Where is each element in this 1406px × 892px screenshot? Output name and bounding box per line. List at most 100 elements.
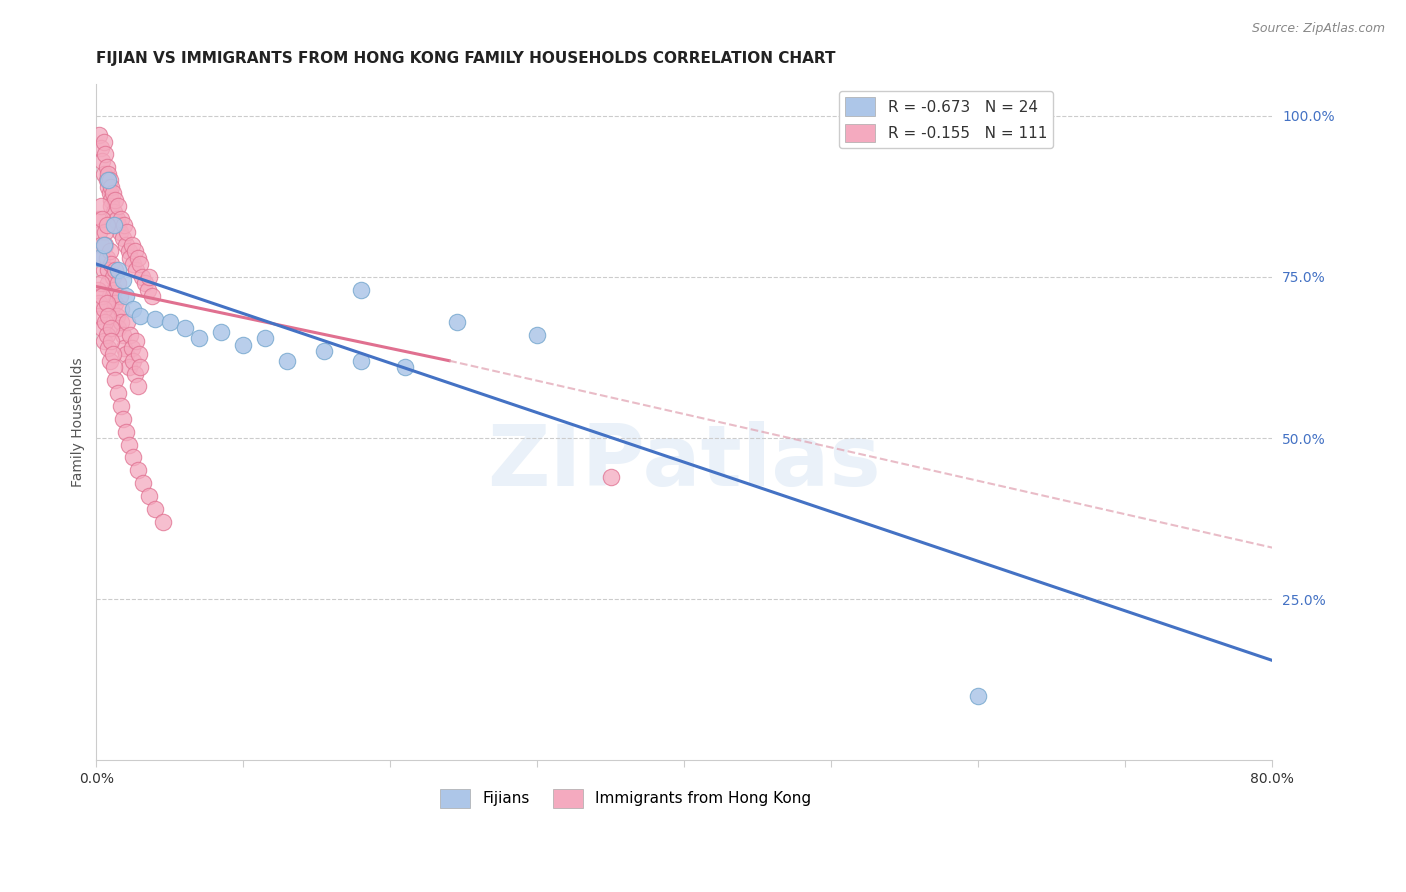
Point: [105, 211, 128, 226]
Point: [122, 353, 145, 368]
Point: [87, 211, 110, 226]
Point: [122, 257, 145, 271]
Point: [122, 450, 145, 465]
Point: [98, 289, 121, 303]
Point: [173, 321, 195, 335]
Point: [138, 269, 160, 284]
Point: [110, 315, 132, 329]
Point: [100, 199, 122, 213]
Point: [103, 219, 125, 233]
Point: [276, 353, 298, 368]
Point: [132, 476, 155, 491]
Point: [96, 295, 118, 310]
Point: [98, 173, 121, 187]
Point: [129, 257, 152, 271]
Point: [112, 219, 135, 233]
Point: [129, 360, 152, 375]
Point: [114, 237, 136, 252]
Point: [136, 283, 159, 297]
Point: [96, 161, 118, 175]
Point: [314, 344, 336, 359]
Point: [127, 251, 149, 265]
Point: [96, 173, 118, 187]
Point: [103, 283, 125, 297]
Point: [100, 321, 122, 335]
Point: [122, 302, 145, 317]
Point: [94, 237, 117, 252]
Point: [107, 321, 129, 335]
Point: [108, 289, 131, 303]
Point: [97, 309, 120, 323]
Point: [107, 386, 129, 401]
Point: [159, 315, 181, 329]
Point: [93, 263, 115, 277]
Point: [93, 135, 115, 149]
Point: [124, 244, 146, 259]
Point: [97, 277, 120, 291]
Point: [94, 225, 117, 239]
Point: [93, 167, 115, 181]
Point: [89, 295, 111, 310]
Point: [526, 327, 548, 342]
Point: [97, 263, 120, 277]
Point: [114, 289, 136, 303]
Point: [101, 347, 124, 361]
Point: [100, 334, 122, 349]
Y-axis label: Family Households: Family Households: [72, 357, 86, 487]
Point: [100, 193, 122, 207]
Point: [134, 277, 156, 291]
Point: [110, 302, 132, 317]
Point: [89, 309, 111, 323]
Point: [115, 225, 138, 239]
Point: [91, 321, 114, 335]
Point: [103, 360, 125, 375]
Point: [141, 289, 163, 303]
Point: [112, 341, 135, 355]
Point: [350, 283, 373, 297]
Point: [152, 515, 174, 529]
Point: [108, 225, 131, 239]
Point: [967, 689, 990, 703]
Point: [91, 211, 114, 226]
Point: [100, 179, 122, 194]
Point: [121, 341, 143, 355]
Point: [125, 334, 148, 349]
Point: [90, 277, 112, 291]
Point: [128, 347, 150, 361]
Point: [118, 437, 141, 451]
Point: [103, 205, 125, 219]
Text: ZIPatlas: ZIPatlas: [488, 421, 882, 504]
Point: [599, 469, 621, 483]
Point: [107, 219, 129, 233]
Point: [96, 327, 118, 342]
Point: [89, 225, 111, 239]
Point: [96, 219, 118, 233]
Legend: Fijians, Immigrants from Hong Kong: Fijians, Immigrants from Hong Kong: [433, 783, 818, 814]
Point: [188, 331, 211, 345]
Point: [127, 463, 149, 477]
Point: [129, 309, 152, 323]
Point: [111, 411, 134, 425]
Point: [143, 502, 166, 516]
Text: Source: ZipAtlas.com: Source: ZipAtlas.com: [1251, 22, 1385, 36]
Point: [120, 251, 142, 265]
Point: [446, 315, 468, 329]
Point: [89, 128, 111, 142]
Point: [118, 360, 141, 375]
Point: [105, 309, 128, 323]
Point: [104, 193, 127, 207]
Point: [107, 277, 129, 291]
Point: [127, 379, 149, 393]
Point: [104, 373, 127, 387]
Point: [90, 199, 112, 213]
Point: [107, 263, 129, 277]
Point: [90, 237, 112, 252]
Point: [97, 341, 120, 355]
Point: [97, 179, 120, 194]
Text: FIJIAN VS IMMIGRANTS FROM HONG KONG FAMILY HOUSEHOLDS CORRELATION CHART: FIJIAN VS IMMIGRANTS FROM HONG KONG FAMI…: [97, 51, 835, 66]
Point: [118, 244, 141, 259]
Point: [91, 289, 114, 303]
Point: [115, 315, 138, 329]
Point: [124, 367, 146, 381]
Point: [89, 251, 111, 265]
